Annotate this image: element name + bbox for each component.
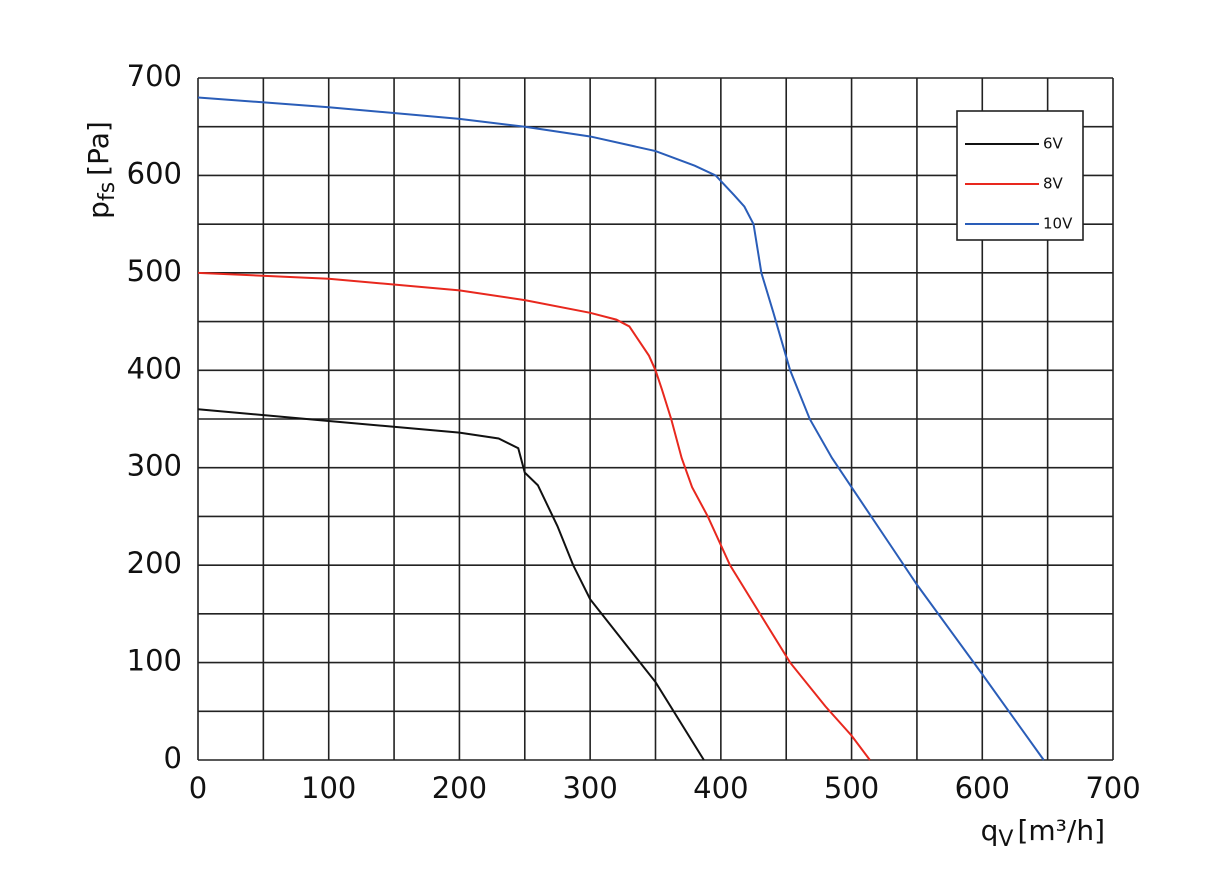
y-tick-label: 300 bbox=[127, 449, 182, 483]
line-series bbox=[197, 408, 705, 761]
y-tick-label: 100 bbox=[127, 644, 182, 678]
legend-label: 6V bbox=[1043, 135, 1064, 153]
line-series bbox=[197, 271, 871, 761]
x-tick-label: 300 bbox=[562, 771, 617, 805]
y-tick-label: 200 bbox=[127, 546, 182, 580]
y-tick-label: 500 bbox=[127, 254, 182, 288]
y-axis-label: pfs [Pa] bbox=[82, 121, 120, 219]
y-tick-label: 700 bbox=[127, 59, 182, 93]
y-tick-label: 0 bbox=[164, 741, 182, 775]
x-tick-label: 200 bbox=[432, 771, 487, 805]
y-label-symbol: p bbox=[82, 201, 115, 219]
x-tick-label: 100 bbox=[301, 771, 356, 805]
x-label-symbol: q bbox=[981, 814, 999, 847]
x-axis-label: qV [m³/h] bbox=[981, 814, 1105, 852]
legend: 6V 8V 10V bbox=[956, 110, 1084, 241]
legend-label: 8V bbox=[1043, 175, 1064, 193]
y-tick-label: 400 bbox=[127, 351, 182, 385]
legend-label: 10V bbox=[1043, 215, 1073, 233]
y-tick-label: 600 bbox=[127, 156, 182, 190]
x-tick-label: 700 bbox=[1085, 771, 1140, 805]
y-label-subscript: fs bbox=[95, 182, 120, 201]
x-label-subscript: V bbox=[998, 827, 1013, 852]
x-label-unit: [m³/h] bbox=[1017, 814, 1105, 847]
x-tick-label: 500 bbox=[824, 771, 879, 805]
x-tick-label: 400 bbox=[693, 771, 748, 805]
legend-box bbox=[956, 110, 1084, 241]
line-series bbox=[197, 96, 1045, 761]
x-tick-label: 600 bbox=[955, 771, 1010, 805]
x-tick-label: 0 bbox=[189, 771, 207, 805]
y-label-unit: [Pa] bbox=[82, 121, 115, 176]
